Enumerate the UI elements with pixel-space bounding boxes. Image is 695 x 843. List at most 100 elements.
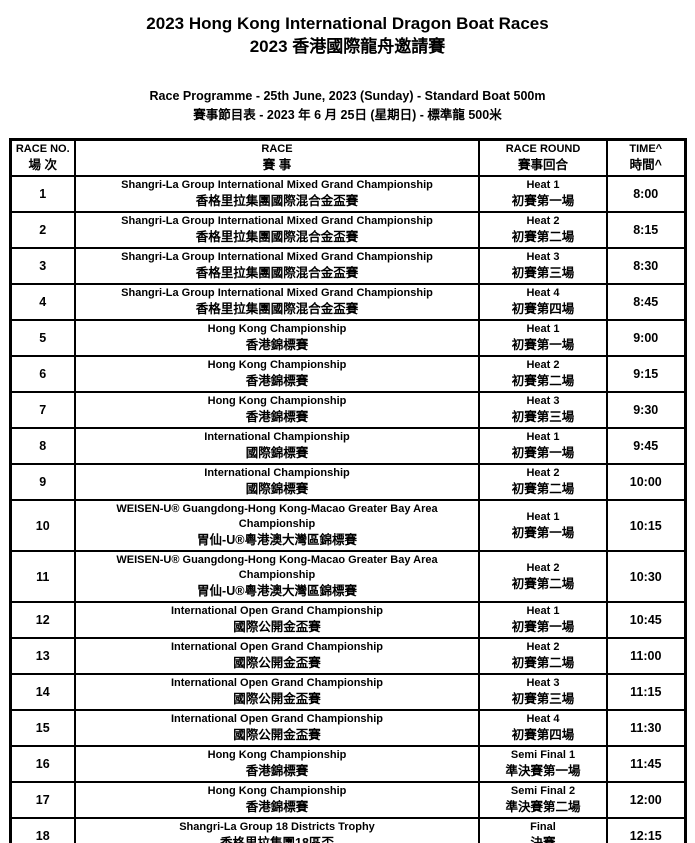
- race-time-cell: 10:45: [606, 601, 686, 639]
- race-no: 11: [36, 569, 50, 584]
- race-round-cell: Heat 1 初賽第一場: [478, 499, 608, 552]
- race-name-zh: 國際錦標賽: [245, 446, 309, 460]
- race-round-cell: Heat 4 初賽第四場: [478, 283, 608, 321]
- race-round-en: Heat 2: [526, 467, 560, 479]
- race-round-cell: Heat 3 初賽第三場: [478, 247, 608, 285]
- race-no: 5: [39, 331, 47, 345]
- race-no-cell: 6: [9, 355, 76, 393]
- race-name-cell: International Championship 國際錦標賽: [74, 427, 480, 465]
- subtitle-zh: 賽事節目表 - 2023 年 6 月 25日 (星期日) - 標準龍 500米: [193, 108, 502, 122]
- race-no: 8: [39, 439, 47, 453]
- race-round-zh: 初賽第一場: [511, 525, 575, 540]
- race-round-zh: 初賽第二場: [511, 482, 575, 496]
- race-name-cell: International Open Grand Championship 國際公…: [74, 709, 480, 747]
- race-name-cell: Shangri-La Group International Mixed Gra…: [74, 211, 480, 249]
- race-no-cell: 14: [9, 673, 76, 711]
- race-time-cell: 8:00: [606, 175, 686, 213]
- race-round-cell: Heat 3 初賽第三場: [478, 673, 608, 711]
- race-name-zh: 胃仙-U®粵港澳大灣區錦標賽: [197, 584, 357, 598]
- race-no: 15: [35, 721, 50, 735]
- race-name-zh: 香港錦標賽: [245, 800, 309, 814]
- race-no: 3: [39, 259, 47, 273]
- race-time: 8:00: [633, 187, 659, 201]
- table-row: 7 Hong Kong Championship 香港錦標賽 Heat 3 初賽第三場 9…: [9, 391, 686, 429]
- race-name-cell: WEISEN-U® Guangdong-Hong Kong-Macao Grea…: [74, 550, 480, 603]
- race-round-en: Heat 1: [526, 179, 560, 191]
- page-title-zh: 2023 香港國際龍舟邀請賽: [249, 37, 446, 56]
- race-time: 8:15: [633, 223, 659, 237]
- race-round-en: Heat 2: [526, 561, 560, 574]
- race-no-cell: 5: [9, 319, 76, 357]
- race-time: 10:45: [629, 613, 662, 627]
- race-time: 8:45: [633, 295, 659, 309]
- race-round-cell: Semi Final 2 準決賽第二場: [478, 781, 608, 819]
- race-time: 9:15: [633, 367, 659, 381]
- race-no: 9: [39, 475, 47, 489]
- race-name-en: WEISEN-U® Guangdong-Hong Kong-Macao Grea…: [116, 503, 438, 530]
- race-name-en: Shangri-La Group International Mixed Gra…: [121, 215, 433, 227]
- race-round-zh: 初賽第三場: [511, 266, 575, 280]
- table-row: 16 Hong Kong Championship 香港錦標賽 Semi Final …: [9, 745, 686, 783]
- race-no: 10: [35, 518, 50, 533]
- race-round-cell: Heat 3 初賽第三場: [478, 391, 608, 429]
- race-no-cell: 12: [9, 601, 76, 639]
- race-round-zh: 初賽第四場: [511, 728, 575, 742]
- table-row: 3 Shangri-La Group International Mixed Gr…: [9, 247, 686, 285]
- race-name-cell: International Open Grand Championship 國際公…: [74, 637, 480, 675]
- race-no-cell: 4: [9, 283, 76, 321]
- race-name-zh: 香港錦標賽: [245, 374, 309, 388]
- race-no-cell: 10: [9, 499, 76, 552]
- race-no-cell: 3: [9, 247, 76, 285]
- race-round-cell: Heat 4 初賽第四場: [478, 709, 608, 747]
- race-no-cell: 1: [9, 175, 76, 213]
- race-name-en: Shangri-La Group International Mixed Gra…: [121, 179, 433, 191]
- race-name-en: International Championship: [204, 431, 350, 443]
- race-time-cell: 11:00: [606, 637, 686, 675]
- race-round-cell: Heat 2 初賽第二場: [478, 211, 608, 249]
- race-no-cell: 17: [9, 781, 76, 819]
- race-time: 11:15: [630, 685, 662, 699]
- race-time-cell: 9:15: [606, 355, 686, 393]
- race-name-zh: 香格里拉集團18區盃: [220, 836, 334, 843]
- race-no: 13: [35, 649, 50, 663]
- race-name-en: International Championship: [204, 467, 350, 479]
- document-header: 2023 Hong Kong International Dragon Boat…: [0, 0, 695, 125]
- race-no: 2: [39, 223, 47, 237]
- table-row: 14 International Open Grand Championship 國…: [9, 673, 686, 711]
- table-row: 6 Hong Kong Championship 香港錦標賽 Heat 2 初賽第二場 9…: [9, 355, 686, 393]
- race-time-cell: 11:30: [606, 709, 686, 747]
- race-round-zh: 初賽第三場: [511, 410, 575, 424]
- race-time-cell: 9:00: [606, 319, 686, 357]
- race-name-cell: WEISEN-U® Guangdong-Hong Kong-Macao Grea…: [74, 499, 480, 552]
- race-time-cell: 9:45: [606, 427, 686, 465]
- race-name-cell: International Championship 國際錦標賽: [74, 463, 480, 501]
- race-no: 16: [35, 757, 50, 771]
- race-name-zh: 香格里拉集團國際混合金盃賽: [195, 230, 359, 244]
- race-round-en: Heat 4: [526, 713, 560, 725]
- race-round-zh: 決賽: [530, 836, 556, 843]
- race-time: 10:30: [629, 569, 662, 584]
- race-no: 18: [35, 829, 50, 843]
- race-name-cell: Hong Kong Championship 香港錦標賽: [74, 391, 480, 429]
- race-time: 12:00: [629, 793, 662, 807]
- table-row: 4 Shangri-La Group International Mixed Gr…: [9, 283, 686, 321]
- race-time: 11:00: [630, 649, 662, 663]
- race-name-zh: 香港錦標賽: [245, 764, 309, 778]
- race-no-cell: 7: [9, 391, 76, 429]
- column-header-race-round-en: RACE ROUND: [505, 143, 581, 155]
- race-round-zh: 初賽第一場: [511, 446, 575, 460]
- race-round-cell: Heat 1 初賽第一場: [478, 175, 608, 213]
- race-no: 4: [39, 295, 47, 309]
- race-time-cell: 10:15: [606, 499, 686, 552]
- race-round-en: Heat 1: [526, 510, 560, 523]
- race-round-en: Heat 2: [526, 359, 560, 371]
- race-time-cell: 8:45: [606, 283, 686, 321]
- column-header-race-round-zh: 賽事回合: [517, 158, 568, 172]
- race-round-zh: 準決賽第二場: [505, 800, 581, 814]
- table-row: 12 International Open Grand Championship 國…: [9, 601, 686, 639]
- race-time-cell: 10:00: [606, 463, 686, 501]
- race-time-cell: 9:30: [606, 391, 686, 429]
- race-name-zh: 香格里拉集團國際混合金盃賽: [195, 302, 359, 316]
- race-round-en: Heat 4: [526, 287, 560, 299]
- table-row: 15 International Open Grand Championship 國…: [9, 709, 686, 747]
